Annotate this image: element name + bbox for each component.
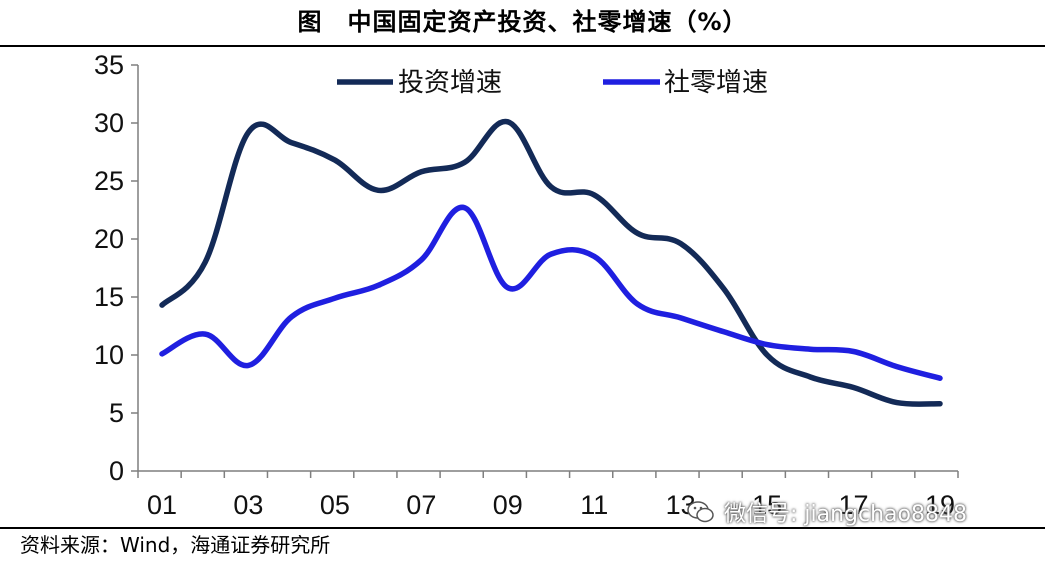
x-tick-label: 01 [147,490,177,520]
y-tick-label: 0 [109,456,124,486]
x-tick-label: 15 [752,490,782,520]
x-tick-label: 19 [925,490,955,520]
legend-label-1: 投资增速 [398,68,502,98]
y-tick-label: 15 [94,282,124,312]
series-line-1 [159,119,943,407]
y-axis-ticks: 0 5 10 15 20 25 30 35 [94,50,138,486]
axes [137,65,958,472]
series-lines [159,119,943,407]
x-tick-label: 09 [493,490,523,520]
chart-title: 图 中国固定资产投资、社零增速（%） [297,8,748,36]
source-divider [0,527,1045,529]
y-tick-label: 35 [94,50,124,80]
y-tick-label: 20 [94,224,124,254]
legend: 投资增速 社零增速 [337,68,768,98]
x-tick-label: 11 [580,490,608,520]
y-tick-label: 5 [109,398,124,428]
legend-label-2: 社零增速 [664,68,768,98]
series-line-2 [159,204,943,381]
y-tick-label: 25 [94,166,124,196]
y-tick-label: 30 [94,108,124,138]
watermark-text: 微信号: jiangchao8848 [724,502,967,527]
source-note: 资料来源：Wind，海通证券研究所 [20,533,331,557]
wechat-icon [687,501,714,523]
x-tick-label: 03 [233,490,263,520]
title-divider [0,45,1045,47]
x-tick-label: 07 [406,490,436,520]
wechat-watermark: 微信号: jiangchao8848 [686,494,967,530]
y-tick-label: 10 [94,340,124,370]
x-tick-label: 17 [839,490,869,520]
x-tick-label: 05 [320,490,350,520]
